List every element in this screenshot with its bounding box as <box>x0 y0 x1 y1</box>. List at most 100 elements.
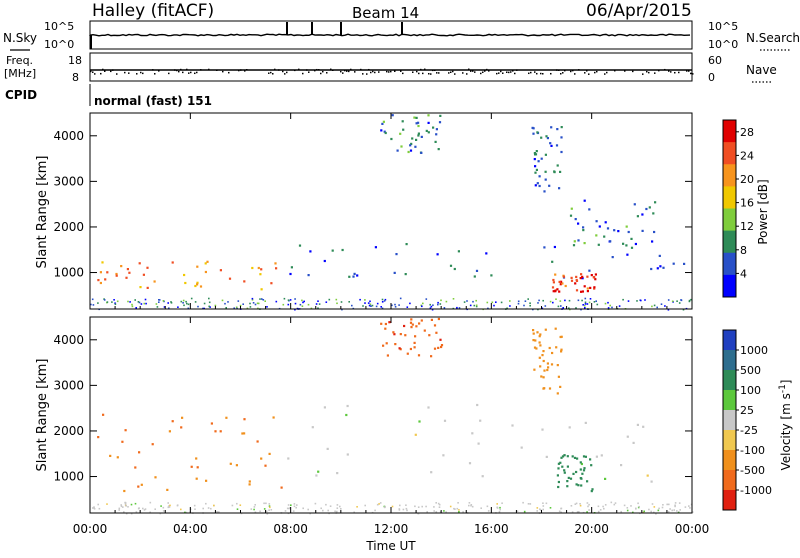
clutter-cell <box>500 301 503 304</box>
clutter-cell <box>613 503 616 506</box>
clutter-cell <box>604 504 607 506</box>
data-cell <box>542 376 545 379</box>
clutter-cell <box>149 511 151 514</box>
clutter-cell <box>575 502 578 505</box>
data-cell <box>593 286 596 289</box>
data-cell <box>511 424 514 427</box>
data-cell <box>393 271 396 274</box>
nave-dot <box>434 69 436 72</box>
data-cell <box>398 347 401 350</box>
nave-dot <box>366 73 368 75</box>
clutter-cell <box>596 303 599 306</box>
data-cell <box>205 479 208 482</box>
velocity-panel-bg <box>90 317 692 513</box>
clutter-cell <box>340 508 342 510</box>
clutter-cell <box>168 505 170 507</box>
clutter-cell <box>214 304 217 307</box>
clutter-cell <box>325 503 327 506</box>
clutter-cell <box>480 507 482 509</box>
clutter-cell <box>375 305 378 308</box>
clutter-cell <box>690 298 692 301</box>
clutter-cell <box>632 511 634 514</box>
clutter-cell <box>433 506 435 508</box>
data-cell <box>536 182 539 185</box>
data-cell <box>600 454 603 457</box>
nave-dot <box>104 70 106 72</box>
clutter-cell <box>588 503 590 506</box>
nave-dot <box>498 72 500 74</box>
data-cell <box>289 272 292 276</box>
data-cell <box>385 342 388 345</box>
clutter-cell <box>317 300 319 302</box>
clutter-cell <box>684 506 687 508</box>
data-cell <box>396 149 399 152</box>
clutter-cell <box>630 505 632 507</box>
data-cell <box>630 237 633 240</box>
clutter-cell <box>437 303 439 306</box>
nave-dot <box>124 71 126 74</box>
freq-label: Freq. <box>6 54 33 67</box>
noise-trace <box>89 22 691 49</box>
nave-dot <box>550 72 552 75</box>
nave-dot <box>516 69 518 71</box>
nave-dot <box>368 68 370 71</box>
station-title: Halley (fitACF) <box>92 1 214 21</box>
clutter-cell <box>158 299 161 301</box>
clutter-cell <box>384 298 387 301</box>
data-cell <box>534 153 537 156</box>
nave-dot <box>678 71 680 74</box>
nave-dot <box>534 71 536 73</box>
data-cell <box>417 121 420 124</box>
nave-dot <box>466 73 468 75</box>
nave-dot <box>512 70 514 72</box>
power-cbar-label: Power [dB] <box>756 179 770 244</box>
clutter-cell <box>167 506 170 509</box>
data-cell <box>392 331 395 334</box>
data-cell <box>636 215 639 218</box>
clutter-cell <box>405 504 407 506</box>
data-cell <box>382 120 385 123</box>
data-cell <box>219 430 222 433</box>
clutter-cell <box>666 503 668 506</box>
data-cell <box>557 462 560 465</box>
data-cell <box>243 280 246 283</box>
data-cell <box>579 461 582 464</box>
data-cell <box>555 144 559 147</box>
data-cell <box>533 158 536 161</box>
nave-tick-top: 60 <box>708 54 722 67</box>
data-cell <box>558 187 561 190</box>
clutter-cell <box>190 297 193 300</box>
data-cell <box>409 144 412 147</box>
clutter-cell <box>381 298 384 301</box>
data-cell <box>206 260 209 263</box>
data-cell <box>449 264 453 267</box>
nave-dot <box>174 69 176 71</box>
data-cell <box>648 206 651 209</box>
clutter-cell <box>176 504 179 506</box>
clutter-cell <box>307 303 310 306</box>
clutter-cell <box>318 303 321 305</box>
clutter-cell <box>378 503 380 505</box>
data-cell <box>520 446 523 449</box>
clutter-cell <box>320 507 322 510</box>
clutter-cell <box>622 298 624 301</box>
clutter-cell <box>422 302 424 305</box>
clutter-cell <box>154 508 156 510</box>
data-cell <box>99 281 102 285</box>
clutter-cell <box>648 508 650 511</box>
data-cell <box>543 369 546 372</box>
nave-dot <box>688 70 690 72</box>
data-cell <box>229 462 232 465</box>
data-cell <box>402 128 405 131</box>
clutter-cell <box>336 510 338 513</box>
clutter-cell <box>295 506 297 509</box>
clutter-cell <box>452 298 455 300</box>
clutter-cell <box>287 504 290 506</box>
nave-dot <box>340 70 342 73</box>
data-cell <box>194 284 197 288</box>
noise-tick-right-bottom: 10^0 <box>708 38 738 51</box>
data-cell <box>248 480 251 483</box>
clutter-cell <box>651 503 654 505</box>
clutter-cell <box>637 502 639 505</box>
data-cell <box>574 282 577 285</box>
